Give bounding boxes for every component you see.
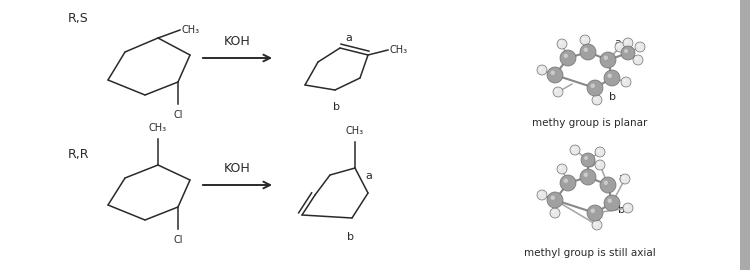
Circle shape <box>608 73 612 78</box>
Circle shape <box>539 67 542 70</box>
Circle shape <box>584 48 588 52</box>
Circle shape <box>594 97 597 100</box>
Text: a: a <box>618 173 625 183</box>
Circle shape <box>563 178 568 183</box>
Circle shape <box>560 41 562 44</box>
Circle shape <box>570 145 580 155</box>
Circle shape <box>600 52 616 68</box>
Circle shape <box>597 162 600 165</box>
Circle shape <box>633 55 643 65</box>
Circle shape <box>595 160 605 170</box>
Text: R,R: R,R <box>68 148 89 161</box>
Circle shape <box>626 40 628 43</box>
Circle shape <box>550 208 560 218</box>
Circle shape <box>638 44 640 47</box>
Circle shape <box>590 83 595 88</box>
Circle shape <box>580 44 596 60</box>
Circle shape <box>620 174 630 184</box>
Circle shape <box>623 203 633 213</box>
Circle shape <box>626 205 628 208</box>
Circle shape <box>587 159 590 162</box>
Bar <box>740 0 750 270</box>
Circle shape <box>621 77 631 87</box>
Circle shape <box>539 192 542 195</box>
Circle shape <box>604 70 620 86</box>
Circle shape <box>537 190 547 200</box>
Circle shape <box>604 181 608 185</box>
Circle shape <box>582 37 585 40</box>
Text: a: a <box>614 38 622 48</box>
Text: methyl group is still axial: methyl group is still axial <box>524 248 656 258</box>
Text: CH₃: CH₃ <box>390 45 408 55</box>
Circle shape <box>560 50 576 66</box>
Circle shape <box>595 147 605 157</box>
Circle shape <box>550 195 555 200</box>
Text: KOH: KOH <box>224 35 251 48</box>
Circle shape <box>547 67 563 83</box>
Circle shape <box>594 222 597 225</box>
Circle shape <box>635 42 645 52</box>
Text: Cl: Cl <box>173 110 183 120</box>
Circle shape <box>624 49 628 53</box>
Circle shape <box>584 156 588 160</box>
Circle shape <box>555 89 558 92</box>
Circle shape <box>617 44 620 47</box>
Circle shape <box>587 205 603 221</box>
Text: a: a <box>365 171 372 181</box>
Circle shape <box>572 147 575 150</box>
Circle shape <box>592 95 602 105</box>
Circle shape <box>621 46 635 60</box>
Text: CH₃: CH₃ <box>346 126 364 136</box>
Circle shape <box>623 38 633 48</box>
Circle shape <box>584 173 588 177</box>
Text: KOH: KOH <box>224 162 251 175</box>
Circle shape <box>623 79 626 82</box>
Circle shape <box>553 87 563 97</box>
Circle shape <box>560 166 562 169</box>
Circle shape <box>581 153 595 167</box>
Circle shape <box>585 157 595 167</box>
Circle shape <box>580 35 590 45</box>
Circle shape <box>635 57 638 60</box>
Circle shape <box>604 56 608 60</box>
Text: b: b <box>334 102 340 112</box>
Circle shape <box>615 42 625 52</box>
Text: b: b <box>608 92 616 102</box>
Text: CH₃: CH₃ <box>182 25 200 35</box>
Text: Cl: Cl <box>173 235 183 245</box>
Text: CH₃: CH₃ <box>149 123 167 133</box>
Circle shape <box>550 70 555 75</box>
Circle shape <box>557 39 567 49</box>
Circle shape <box>604 195 620 211</box>
Circle shape <box>563 53 568 58</box>
Circle shape <box>557 164 567 174</box>
Circle shape <box>560 175 576 191</box>
Circle shape <box>552 210 555 213</box>
Circle shape <box>597 149 600 152</box>
Circle shape <box>622 176 625 179</box>
Circle shape <box>587 80 603 96</box>
Text: methy group is planar: methy group is planar <box>532 118 648 128</box>
Text: a: a <box>346 33 352 43</box>
Text: b: b <box>346 232 353 242</box>
Circle shape <box>537 65 547 75</box>
Circle shape <box>590 208 595 213</box>
Circle shape <box>608 198 612 203</box>
Circle shape <box>600 177 616 193</box>
Circle shape <box>547 192 563 208</box>
Text: b: b <box>618 205 625 215</box>
Circle shape <box>592 220 602 230</box>
Text: R,S: R,S <box>68 12 88 25</box>
Circle shape <box>580 169 596 185</box>
